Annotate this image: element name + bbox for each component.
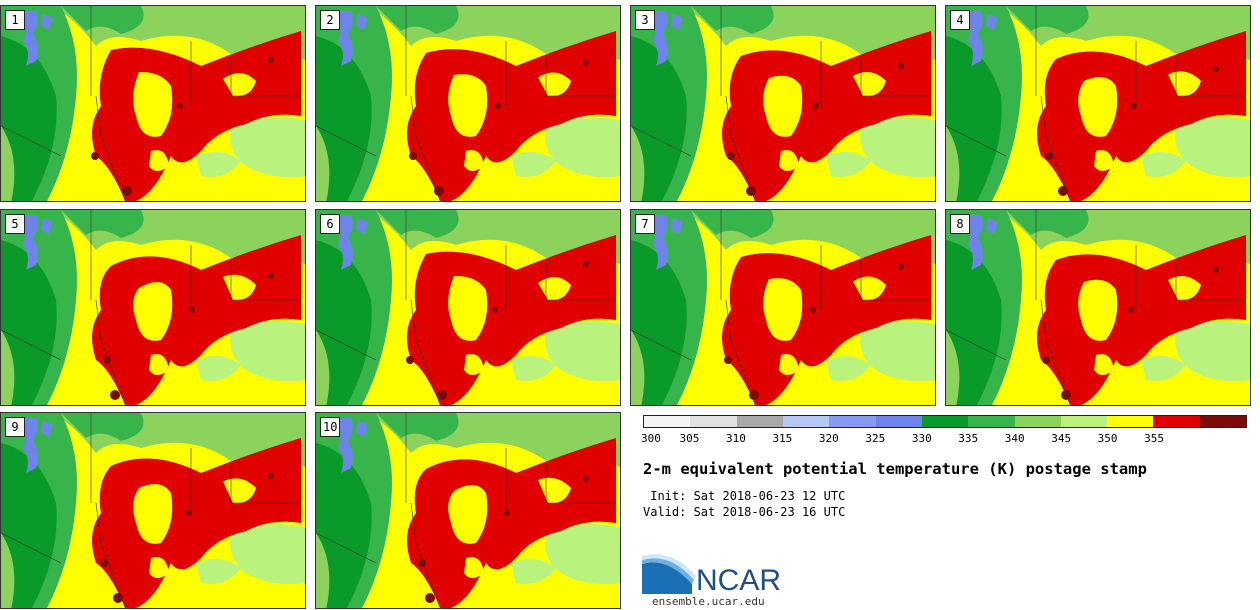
colorbar-segment [1014,416,1061,427]
colorbar-tick-label: 345 [1051,432,1072,445]
figure-title: 2-m equivalent potential temperature (K)… [643,460,1147,478]
ensemble-member-map: 2 [315,5,621,202]
member-number-label: 10 [320,417,341,437]
ensemble-member-map: 9 [0,412,306,609]
colorbar-segment [782,416,830,427]
member-number-label: 1 [5,10,25,30]
member-number-label: 6 [320,214,340,234]
colorbar-segment [644,416,691,427]
member-number-label: 8 [950,214,970,234]
ncar-logo: NCAR [642,554,792,597]
colorbar-tick-label: 340 [1004,432,1025,445]
colorbar-segment [875,416,922,427]
svg-text:NCAR: NCAR [696,564,781,594]
ensemble-member-map: 3 [630,5,936,202]
colorbar-tick-label: 325 [865,432,886,445]
ensemble-member-map: 6 [315,209,621,406]
ensemble-member-map: 1 [0,5,306,202]
member-number-label: 4 [950,10,970,30]
member-number-label: 5 [5,214,25,234]
member-number-label: 3 [635,10,655,30]
colorbar-ticks: 300 305 310 315 320 325 330 335 340 345 350 355 [641,432,1247,446]
colorbar-tick-label: 320 [818,432,839,445]
ensemble-member-map: 4 [945,5,1251,202]
colorbar [643,415,1247,428]
colorbar-tick-label: 355 [1144,432,1164,445]
ensemble-member-map: 10 [315,412,621,609]
colorbar-segment [968,416,1015,427]
colorbar-segment [1199,416,1247,427]
website-url: ensemble.ucar.edu [652,595,765,608]
colorbar-segment [736,416,783,427]
colorbar-segment [921,416,969,427]
colorbar-segment [690,416,737,427]
colorbar-segment [1153,416,1200,427]
colorbar-tick-label: 330 [911,432,932,445]
colorbar-tick-label: 350 [1097,432,1118,445]
init-time: Init: Sat 2018-06-23 12 UTC [643,489,846,503]
member-number-label: 2 [320,10,340,30]
colorbar-tick-label: 305 [679,432,700,445]
member-number-label: 7 [635,214,655,234]
ensemble-member-map: 8 [945,209,1251,406]
colorbar-tick-label: 310 [725,432,746,445]
valid-time: Valid: Sat 2018-06-23 16 UTC [643,505,846,519]
ensemble-member-map: 5 [0,209,306,406]
colorbar-segment [1107,416,1154,427]
colorbar-tick-label: 315 [772,432,793,445]
colorbar-segment [1060,416,1108,427]
colorbar-tick-label: 300 [641,432,661,445]
colorbar-segment [829,416,876,427]
ensemble-member-map: 7 [630,209,936,406]
member-number-label: 9 [5,417,25,437]
colorbar-tick-label: 335 [958,432,979,445]
